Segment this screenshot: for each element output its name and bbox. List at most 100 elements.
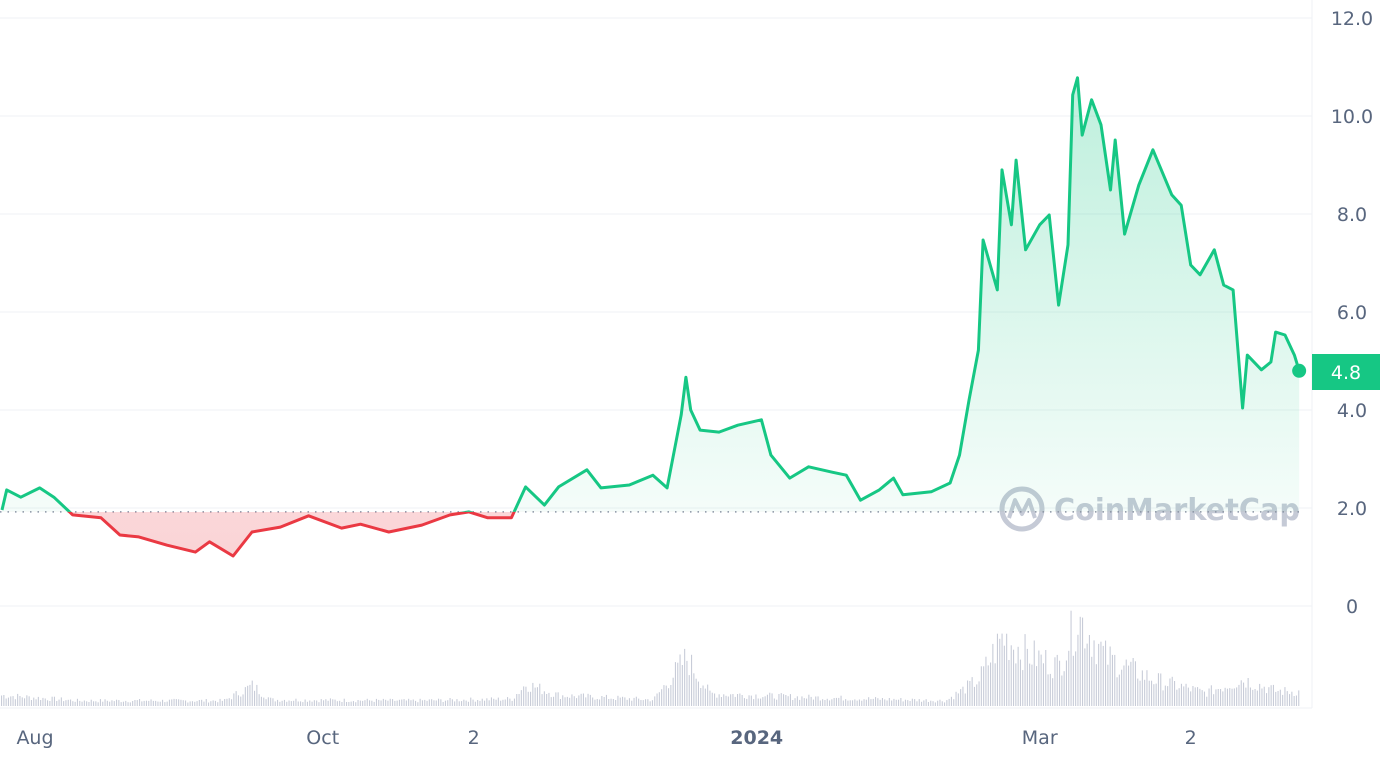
volume-bar: [585, 697, 587, 706]
volume-bar: [946, 700, 948, 706]
volume-bar: [670, 685, 672, 706]
volume-bar: [817, 696, 819, 706]
volume-bar: [88, 702, 90, 706]
volume-bar: [440, 699, 442, 706]
volume-bar: [1185, 683, 1187, 706]
volume-bar: [640, 700, 642, 706]
volume-bar: [373, 701, 375, 706]
volume-bar: [139, 699, 141, 706]
volume-bar: [1026, 648, 1028, 706]
volume-bar: [865, 699, 867, 706]
volume-bar: [1130, 661, 1132, 706]
volume-bar: [217, 702, 219, 706]
x-axis: Aug Oct 2 2024 Mar 2: [16, 727, 1196, 749]
volume-bar: [557, 692, 559, 706]
volume-bar: [881, 698, 883, 706]
volume-bar: [1063, 671, 1065, 706]
x-tick-label: Aug: [16, 727, 53, 749]
volume-bar: [1192, 686, 1194, 706]
volume-bar: [707, 684, 709, 706]
volume-bar: [762, 697, 764, 706]
volume-bar: [764, 696, 766, 706]
volume-bar: [442, 702, 444, 706]
volume-bar: [1121, 669, 1123, 706]
volume-bar: [727, 696, 729, 706]
volume-bar: [300, 701, 302, 706]
volume-bar: [1109, 646, 1111, 706]
volume-bar: [1203, 691, 1205, 706]
volume-bar: [1194, 687, 1196, 706]
volume-bar: [810, 696, 812, 706]
volume-bar: [122, 701, 124, 706]
volume-bar: [1286, 691, 1288, 706]
volume-bar: [1245, 687, 1247, 706]
volume-bar: [635, 696, 637, 706]
volume-bar: [53, 696, 55, 706]
volume-bar: [992, 643, 994, 706]
volume-bar: [1072, 655, 1074, 706]
volume-bar: [895, 699, 897, 706]
volume-bar: [746, 698, 748, 706]
volume-bar: [1095, 664, 1097, 706]
volume-bar: [81, 701, 83, 706]
volume-bar: [118, 700, 120, 706]
volume-bar: [171, 699, 173, 706]
volume-bar: [394, 700, 396, 706]
volume-bar: [1031, 664, 1033, 706]
volume-bar: [145, 700, 147, 706]
current-price-dot[interactable]: [1292, 363, 1307, 378]
volume-bar: [1236, 687, 1238, 706]
volume-bar: [382, 698, 384, 706]
volume-bar: [272, 698, 274, 706]
volume-bar: [576, 698, 578, 706]
volume-bar: [1144, 679, 1146, 706]
volume-bar: [677, 662, 679, 706]
volume-bar: [127, 702, 129, 706]
volume-bar: [274, 701, 276, 706]
volume-bar: [293, 700, 295, 706]
volume-bar: [1199, 688, 1201, 706]
volume-bar: [884, 699, 886, 706]
volume-bar: [1024, 634, 1026, 706]
volume-bar: [65, 700, 67, 706]
volume-bar: [1091, 656, 1093, 706]
volume-bar: [1102, 645, 1104, 706]
volume-bar: [1065, 660, 1067, 706]
volume-bar: [1010, 645, 1012, 706]
volume-bars: [1, 610, 1300, 706]
volume-bar: [350, 701, 352, 706]
volume-bar: [513, 698, 515, 706]
volume-bar: [162, 699, 164, 706]
volume-bar: [520, 690, 522, 706]
y-tick-label: 4.0: [1337, 400, 1367, 422]
volume-bar: [357, 700, 359, 706]
volume-bar: [1263, 686, 1265, 706]
volume-bar: [932, 701, 934, 706]
volume-bar: [500, 700, 502, 706]
volume-bar: [58, 699, 60, 706]
volume-bar: [201, 699, 203, 706]
volume-bar: [599, 699, 601, 706]
price-line-down: [67, 511, 516, 558]
volume-bar: [1013, 649, 1015, 706]
volume-bar: [1006, 633, 1008, 706]
volume-bar: [421, 700, 423, 706]
volume-bar: [955, 691, 957, 706]
volume-bar: [631, 700, 633, 706]
volume-bar: [1017, 646, 1019, 706]
volume-bar: [748, 695, 750, 706]
volume-bar: [396, 700, 398, 706]
volume-bar: [175, 699, 177, 706]
volume-bar: [1116, 677, 1118, 706]
volume-bar: [1201, 690, 1203, 706]
volume-bar: [925, 699, 927, 706]
volume-bar: [697, 681, 699, 706]
volume-bar: [125, 700, 127, 706]
volume-bar: [720, 697, 722, 706]
volume-bar: [755, 694, 757, 706]
volume-bar: [1226, 688, 1228, 706]
volume-bar: [408, 698, 410, 706]
volume-bar: [1105, 640, 1107, 706]
volume-bar: [792, 700, 794, 706]
volume-bar: [1210, 685, 1212, 706]
